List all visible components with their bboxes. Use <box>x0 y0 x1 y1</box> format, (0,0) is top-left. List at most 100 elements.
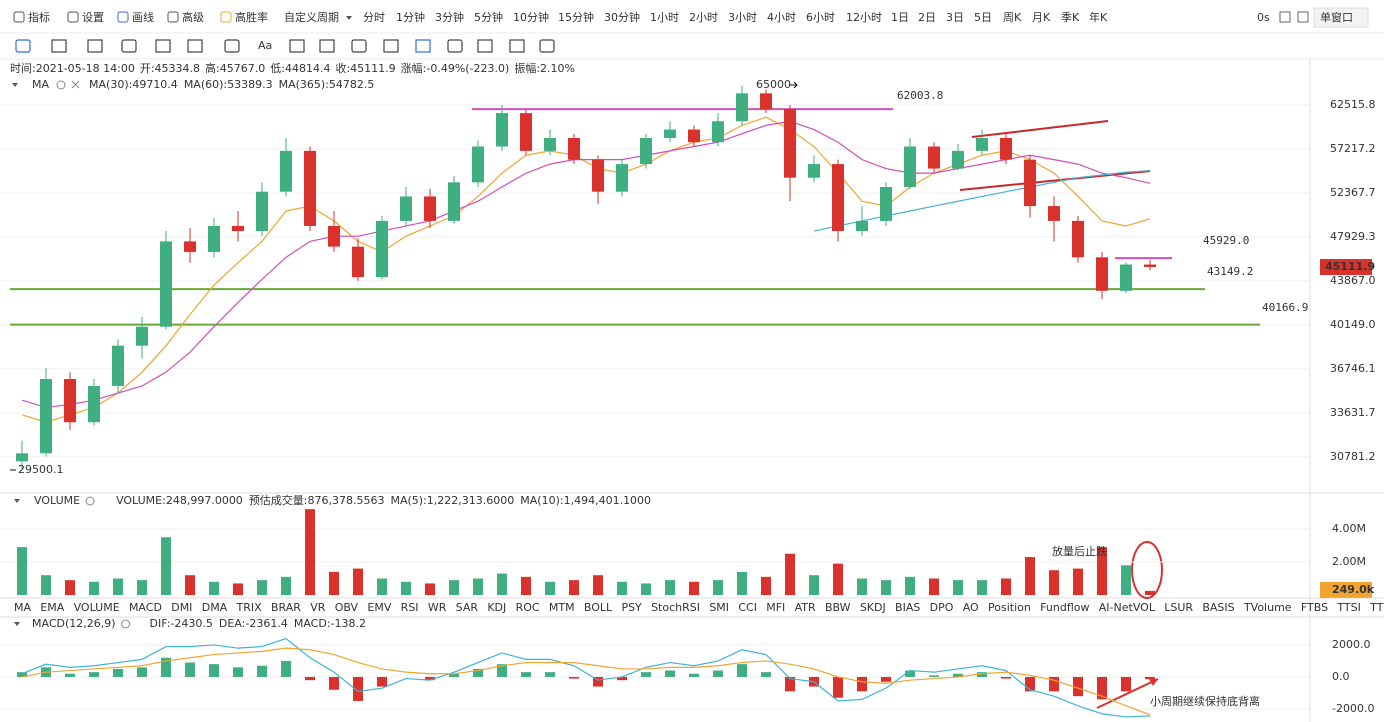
macd-bar <box>1121 676 1131 692</box>
draw-tool-icon[interactable] <box>51 39 67 53</box>
indicator-tab[interactable]: WR <box>428 601 447 614</box>
legend-icon[interactable] <box>71 80 80 89</box>
indicator-tab[interactable]: KDJ <box>487 601 506 614</box>
draw-tool-icon[interactable] <box>415 39 431 53</box>
indicator-tab[interactable]: LSUR <box>1164 601 1193 614</box>
indicator-tab[interactable]: BRAR <box>271 601 301 614</box>
volume-bar <box>1025 557 1035 595</box>
toolbar-item[interactable]: 15分钟 <box>558 10 594 24</box>
indicator-tab[interactable]: RSI <box>401 601 419 614</box>
volume-bar <box>641 583 651 595</box>
toolbar-icon[interactable] <box>1297 11 1309 23</box>
legend-icon[interactable] <box>121 619 131 629</box>
indicator-tab[interactable]: MACD <box>129 601 162 614</box>
candle-body <box>1000 137 1012 160</box>
indicator-tab[interactable]: TTMU <box>1369 601 1384 614</box>
draw-tool-icon[interactable] <box>121 39 137 53</box>
indicator-tab[interactable]: DMI <box>171 601 192 614</box>
indicator-tab[interactable]: BOLL <box>584 601 613 614</box>
toolbar-item[interactable]: 周K <box>1003 11 1022 24</box>
toolbar-item[interactable]: 5日 <box>974 11 992 24</box>
indicator-tab[interactable]: DPO <box>930 601 954 614</box>
toolbar-item[interactable]: 年K <box>1089 10 1108 24</box>
draw-tool-icon[interactable] <box>289 39 305 53</box>
draw-tool-icon[interactable] <box>87 39 103 53</box>
toolbar-item[interactable]: 季K <box>1061 11 1080 24</box>
draw-tool-icon[interactable] <box>224 39 240 53</box>
indicator-tab[interactable]: TTSI <box>1336 601 1360 614</box>
indicator-tab[interactable]: AI-NetVOL <box>1099 601 1156 614</box>
indicator-tab[interactable]: FTBS <box>1301 601 1328 614</box>
toolbar-item[interactable]: 1日 <box>891 11 909 24</box>
toolbar-item[interactable]: 3日 <box>946 11 964 24</box>
draw-tool-icon[interactable] <box>155 39 171 53</box>
draw-tool-icon[interactable] <box>477 39 493 53</box>
toolbar-item[interactable]: 自定义周期 <box>284 10 339 24</box>
legend-icon[interactable] <box>85 496 95 506</box>
draw-tool-icon[interactable] <box>15 39 31 53</box>
indicator-tab[interactable]: ATR <box>795 601 816 614</box>
indicator-tab[interactable]: TRIX <box>236 601 263 614</box>
toolbar-item[interactable]: 6小时 <box>806 11 835 24</box>
toolbar-item[interactable]: 指标 <box>28 10 50 24</box>
indicator-tab[interactable]: VR <box>310 601 326 614</box>
indicator-tab[interactable]: DMA <box>202 601 228 614</box>
toolbar-item[interactable]: 画线 <box>132 10 154 24</box>
toolbar-item[interactable]: 1小时 <box>650 11 679 24</box>
indicator-tab[interactable]: EMV <box>367 601 391 614</box>
toolbar-item[interactable]: 5分钟 <box>474 10 503 24</box>
indicator-tab[interactable]: SKDJ <box>860 601 886 614</box>
indicator-tab[interactable]: VOLUME <box>74 601 120 614</box>
toolbar-item[interactable]: 10分钟 <box>513 10 549 24</box>
indicator-tab[interactable]: TVolume <box>1243 601 1292 614</box>
draw-tool-icon[interactable] <box>509 39 525 53</box>
indicator-tab[interactable]: ROC <box>516 601 540 614</box>
toolbar-item[interactable]: 30分钟 <box>604 10 640 24</box>
indicator-tab[interactable]: CCI <box>738 601 757 614</box>
toolbar-item[interactable]: 12小时 <box>846 11 882 24</box>
candle-body <box>424 196 436 221</box>
indicator-tab[interactable]: PSY <box>621 601 642 614</box>
draw-tool-text[interactable]: Aa <box>258 39 272 52</box>
toolbar-item[interactable]: 分时 <box>363 11 385 24</box>
candle-body <box>304 150 316 226</box>
macd-bar <box>641 672 651 677</box>
toolbar-item[interactable]: 3分钟 <box>435 10 464 24</box>
current-volume-label: 249.0k <box>1332 583 1375 596</box>
legend-icon[interactable] <box>56 80 66 90</box>
toolbar-item[interactable]: 1分钟 <box>396 10 425 24</box>
draw-tool-icon[interactable] <box>539 39 555 53</box>
indicator-tab[interactable]: SMI <box>709 601 729 614</box>
toolbar-item[interactable]: 月K <box>1032 11 1051 24</box>
draw-tool-icon[interactable] <box>351 39 367 53</box>
candle-body <box>208 225 220 252</box>
toolbar-item[interactable]: 设置 <box>82 11 104 24</box>
toolbar-item[interactable]: 3小时 <box>728 11 757 24</box>
indicator-tab[interactable]: MFI <box>766 601 785 614</box>
indicator-tab[interactable]: Fundflow <box>1040 601 1089 614</box>
indicator-tab[interactable]: AO <box>963 601 979 614</box>
legend-entry: DEA:-2361.4 <box>219 617 288 630</box>
toolbar-icon[interactable] <box>1279 11 1291 23</box>
draw-tool-icon[interactable] <box>383 39 399 53</box>
toolbar-item[interactable]: 2日 <box>918 11 936 24</box>
volume-bar <box>857 578 867 595</box>
toolbar-item[interactable]: 4小时 <box>767 11 796 24</box>
indicator-tab[interactable]: BASIS <box>1202 601 1234 614</box>
indicator-tab[interactable]: MA <box>14 601 31 614</box>
toolbar-item[interactable]: 高胜率 <box>235 10 268 24</box>
indicator-tab[interactable]: BBW <box>825 601 851 614</box>
indicator-tab[interactable]: Position <box>988 601 1031 614</box>
indicator-tab[interactable]: OBV <box>335 601 359 614</box>
draw-tool-icon[interactable] <box>447 39 463 53</box>
indicator-tab[interactable]: SAR <box>456 601 479 614</box>
toolbar-item[interactable]: 高级 <box>182 10 204 24</box>
indicator-tab[interactable]: EMA <box>40 601 64 614</box>
draw-tool-icon[interactable] <box>319 39 335 53</box>
indicator-tab[interactable]: BIAS <box>895 601 920 614</box>
indicator-tab[interactable]: MTM <box>549 601 575 614</box>
window-select[interactable] <box>1313 7 1369 28</box>
draw-tool-icon[interactable] <box>187 39 203 53</box>
indicator-tab[interactable]: StochRSI <box>651 601 700 614</box>
toolbar-item[interactable]: 2小时 <box>689 11 718 24</box>
